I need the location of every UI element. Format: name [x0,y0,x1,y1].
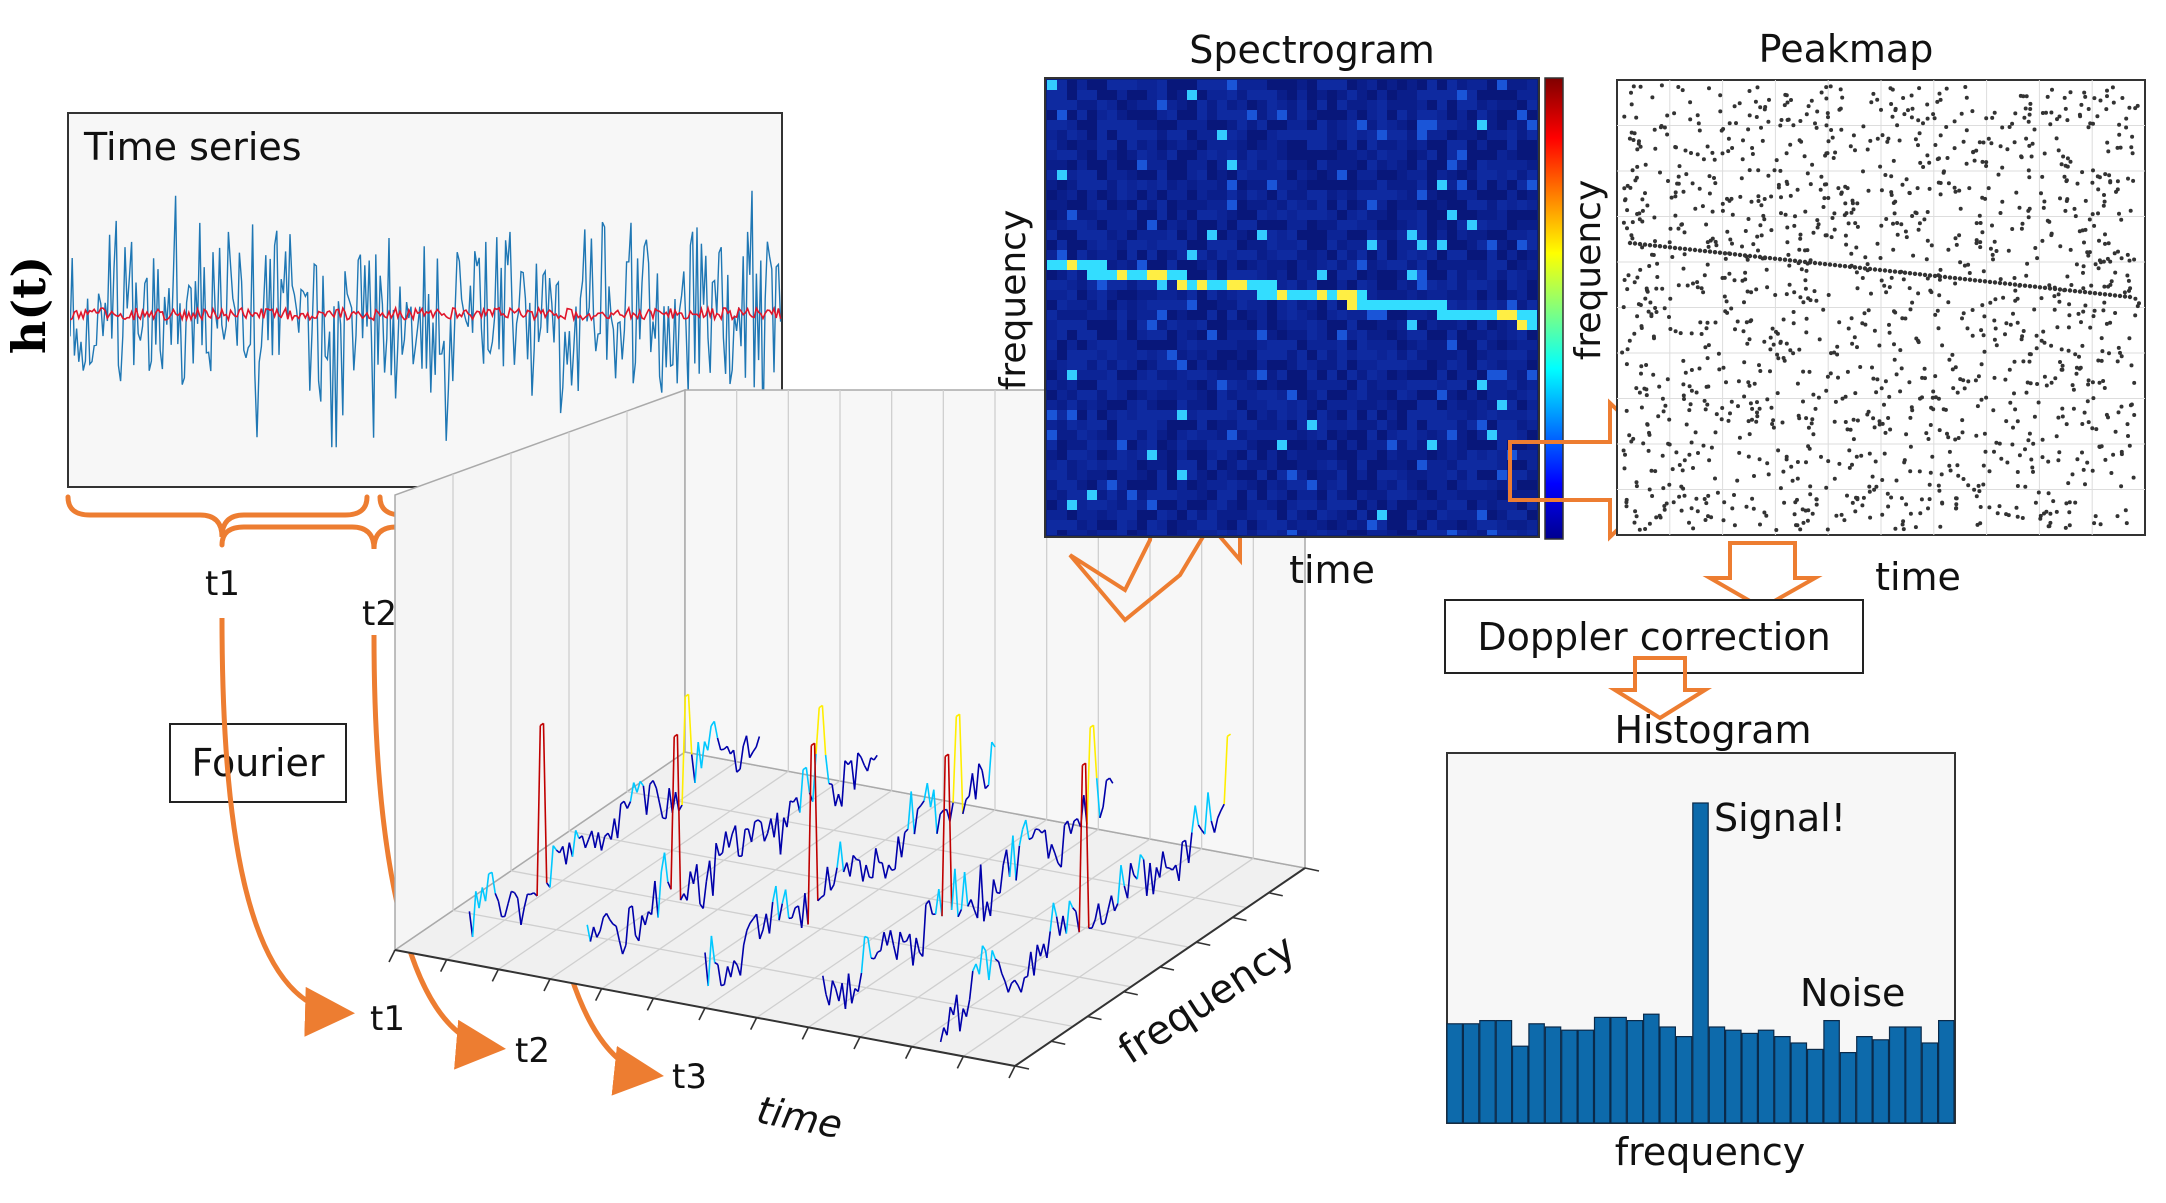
waterfall-traces [468,693,1232,1043]
histogram-xlabel: frequency [1615,1130,1806,1174]
histogram-bar [1757,1029,1775,1124]
histogram-bar [1675,1035,1693,1124]
histogram-bar [1823,1019,1840,1124]
time-series-ylabel: h(t) [2,256,56,354]
histogram-bar [1659,1026,1676,1124]
histogram-bar [1462,1023,1480,1124]
histogram-bar [1446,1023,1463,1124]
time-series-panel: Time series h(t) [2,112,783,488]
histogram-bar [1839,1051,1857,1124]
doppler-box: Doppler correction [1444,599,1864,674]
colorbar-label: frequency [1568,180,1609,361]
histogram-bar [1790,1042,1808,1124]
fourier-box-frame [169,723,347,803]
histogram-bar [1692,802,1709,1124]
doppler-label: Doppler correction [1477,615,1830,659]
waterfall-slice-t1: t1 [370,999,405,1039]
histogram-bar [1577,1029,1595,1124]
waterfall-grid [446,390,1254,1057]
to-histogram-arrow [1608,656,1712,721]
histogram-bar [1561,1029,1578,1124]
histogram-bar [1528,1023,1545,1124]
segment-label-t2: t2 [362,594,397,634]
noise-label: Noise [1800,971,1905,1015]
waterfall-ticks [388,867,1320,1079]
spectrogram-panel: Spectrogram frequency time frequency [993,28,1609,592]
signal-label: Signal! [1714,796,1846,840]
histogram-bar [1856,1035,1873,1124]
waterfall-time-label: time [753,1088,846,1148]
histogram-bar [1479,1019,1496,1124]
fourier-box: Fourier [169,723,347,803]
spectrogram-colorbar [1544,77,1564,540]
time-series-raw-line [70,190,782,448]
waterfall-slice-t2: t2 [515,1031,550,1071]
histogram-bar [1593,1016,1611,1124]
waterfall-slice-t3: t3 [672,1057,707,1097]
histogram-bar [1741,1032,1758,1124]
histogram-bar [1905,1026,1922,1124]
peakmap-grid [1617,80,2145,535]
histogram-bar [1495,1019,1513,1124]
histogram-bar [1724,1029,1742,1124]
histogram-bar [1544,1026,1562,1124]
histogram-panel: Histogram Signal! Noise frequency [1446,708,1956,1174]
histogram-bar [1642,1013,1660,1124]
histogram-bar [1626,1019,1644,1124]
brace-t1 [65,494,370,538]
histogram-title: Histogram [1614,708,1811,752]
histogram-bar [1708,1026,1726,1124]
histogram-bars [1446,802,1955,1124]
doppler-box-frame [1444,599,1864,674]
spectrogram-heatmap [1047,80,1537,535]
peakmap-panel: Peakmap time [1616,27,2146,599]
to-doppler-arrow [1702,541,1823,611]
histogram-bar [1610,1016,1627,1124]
segment-label-t1: t1 [205,564,240,604]
time-series-title: Time series [83,125,302,169]
peakmap-points [1620,83,2141,532]
peakmap-title: Peakmap [1759,27,1934,71]
histogram-bar [1511,1045,1529,1124]
histogram-bar [1888,1026,1906,1124]
waterfall-plot: t1 t2 t3 time frequency [370,388,1320,1148]
histogram-bar [1806,1048,1824,1124]
fourier-label: Fourier [191,741,324,785]
time-series-filtered-line [70,305,782,323]
arrow-t1 [219,617,355,1037]
histogram-bar [1921,1042,1939,1124]
spectrogram-ylabel: frequency [993,210,1034,391]
spectrogram-title: Spectrogram [1189,28,1435,72]
spectrogram-xlabel: time [1289,548,1375,592]
peakmap-xlabel: time [1875,555,1961,599]
histogram-bar [1872,1039,1890,1124]
histogram-bar [1774,1035,1791,1124]
histogram-bar [1937,1019,1955,1124]
